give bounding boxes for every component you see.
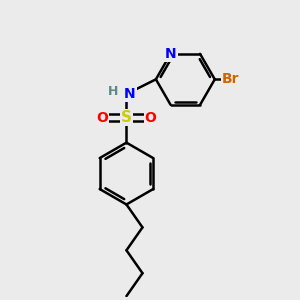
- Text: N: N: [124, 87, 136, 101]
- Text: Br: Br: [222, 72, 240, 86]
- Text: S: S: [121, 110, 132, 125]
- Text: O: O: [145, 111, 157, 124]
- Text: N: N: [165, 47, 176, 61]
- Text: O: O: [96, 111, 108, 124]
- Text: H: H: [108, 85, 119, 98]
